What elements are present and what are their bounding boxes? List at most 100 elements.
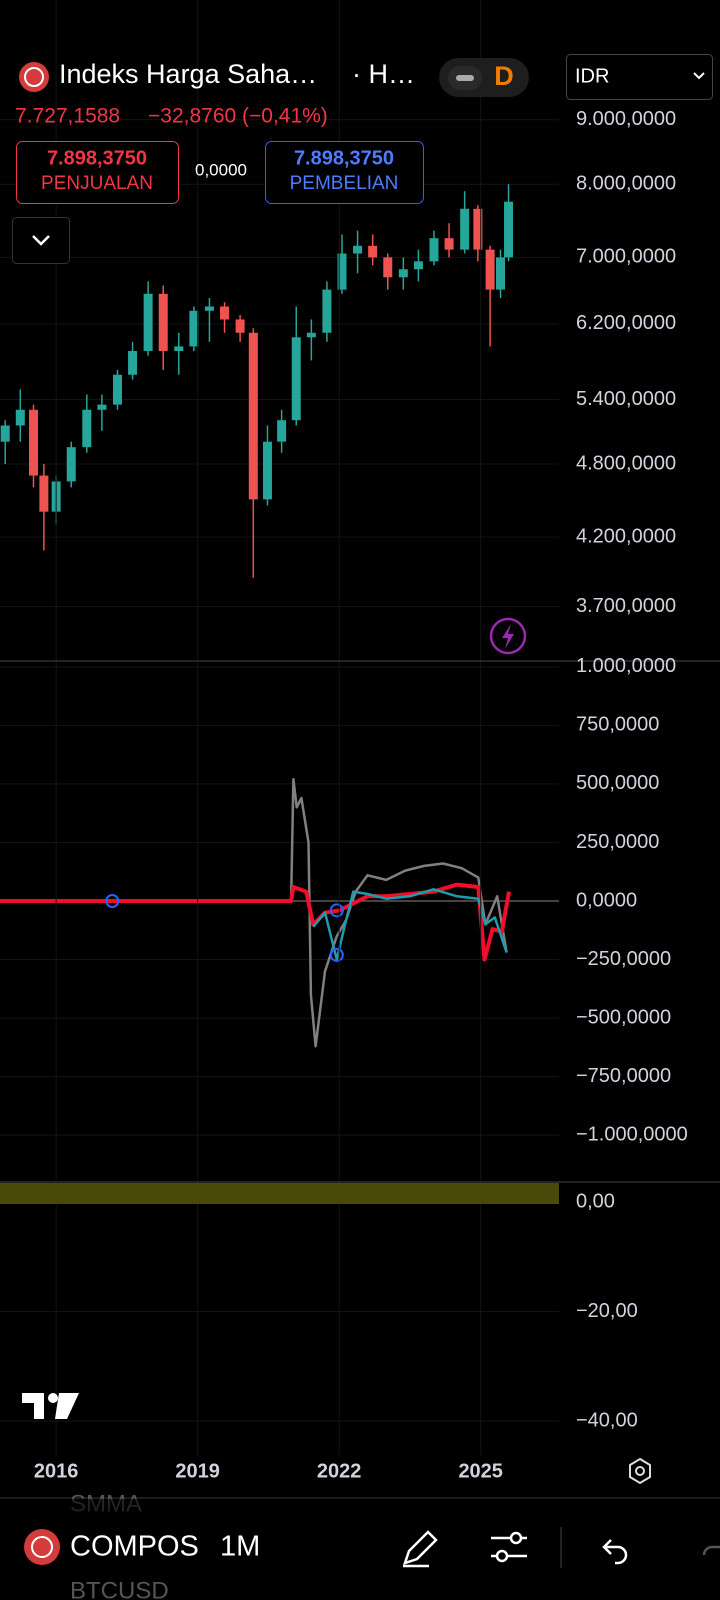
- candle-body: [444, 238, 454, 250]
- y-tick-label: −250,0000: [576, 948, 671, 970]
- candle-body: [413, 261, 423, 270]
- slider-knob: [495, 1549, 509, 1563]
- marker: [329, 947, 344, 962]
- y-tick-label: 0,00: [576, 1191, 615, 1213]
- lightning-icon: [502, 624, 514, 649]
- candle-body: [0, 425, 10, 442]
- y-tick-label: 1.000,0000: [576, 655, 676, 677]
- candle-body: [248, 332, 258, 500]
- symbol-title[interactable]: Indeks Harga Saha…: [59, 59, 317, 89]
- y-tick-label: 250,0000: [576, 831, 659, 853]
- y-tick-label: 4.800,0000: [576, 452, 676, 474]
- candle-body: [368, 245, 378, 258]
- lower-band: [0, 1183, 559, 1204]
- price-change: −32,8760 (−0,41%): [148, 105, 328, 128]
- candle-body: [174, 346, 184, 352]
- candle-body: [112, 374, 122, 405]
- settings-button[interactable]: [629, 1457, 651, 1485]
- spread: 0,0000: [195, 160, 247, 179]
- candle-body: [220, 306, 230, 320]
- candle-body: [485, 249, 495, 290]
- y-tick-label: −750,0000: [576, 1065, 671, 1087]
- x-tick-label: 2016: [34, 1460, 79, 1482]
- plots: [0, 0, 559, 1455]
- candle-body: [383, 257, 393, 278]
- symbol-icon: [19, 62, 49, 92]
- candle-body: [337, 253, 347, 290]
- x-tick-label: 2022: [317, 1460, 362, 1482]
- candle-body: [82, 409, 92, 448]
- draw-button[interactable]: [403, 1530, 438, 1568]
- undo-button[interactable]: [602, 1539, 628, 1565]
- candle-body: [15, 409, 25, 426]
- chevron-down: [32, 235, 50, 246]
- last-price: 7.727,1588: [15, 105, 120, 128]
- y-tick-label: 5.400,0000: [576, 388, 676, 410]
- toolbar: [0, 1499, 720, 1600]
- candle-body: [28, 409, 38, 476]
- logo-part: [55, 1393, 79, 1419]
- y-tick-label: 7.000,0000: [576, 246, 676, 268]
- candle-body: [353, 245, 363, 254]
- redo-button[interactable]: [702, 1545, 720, 1556]
- candle-body: [204, 306, 214, 311]
- toolbar-symbol[interactable]: COMPOS: [70, 1531, 199, 1563]
- interval-badge[interactable]: D: [494, 61, 514, 91]
- sell-label: PENJUALAN: [41, 173, 153, 194]
- candle-body: [473, 208, 483, 250]
- minus-icon: [456, 75, 474, 81]
- buy-label: PEMBELIAN: [290, 173, 399, 194]
- y-tick-label: 6.200,0000: [576, 312, 676, 334]
- candle-body: [128, 351, 138, 375]
- candle-body: [262, 441, 272, 500]
- x-tick-label: 2025: [458, 1460, 503, 1482]
- candle-body: [97, 404, 107, 410]
- slider-knob: [509, 1531, 523, 1545]
- candle-body: [143, 293, 153, 352]
- exchange: · H…: [352, 59, 415, 89]
- candle-body: [429, 238, 439, 262]
- buy-button[interactable]: [265, 141, 424, 204]
- toolbar-below: BTCUSD: [70, 1577, 169, 1600]
- y-tick-label: −20,00: [576, 1300, 638, 1322]
- y-tick-label: 4.200,0000: [576, 525, 676, 547]
- candle-body: [460, 208, 470, 250]
- x-tick-label: 2019: [175, 1460, 220, 1482]
- candle-body: [39, 475, 49, 512]
- candle-body: [496, 257, 506, 290]
- candle-body: [277, 420, 287, 442]
- marker: [329, 903, 344, 918]
- logo-part: [48, 1393, 58, 1403]
- toolbar-symbol-mark: [31, 1536, 53, 1558]
- y-tick-label: −500,0000: [576, 1006, 671, 1028]
- currency: IDR: [575, 65, 609, 87]
- candle-body: [189, 310, 199, 347]
- sell-price: 7.898,3750: [47, 147, 147, 169]
- logo-part: [22, 1393, 44, 1419]
- candle-body: [66, 447, 76, 482]
- symbol-icon-mark: [24, 67, 44, 87]
- y-tick-label: 0,0000: [576, 889, 637, 911]
- y-tick-label: −40,00: [576, 1409, 638, 1431]
- candle-body: [398, 269, 408, 278]
- y-tick-label: −1.000,0000: [576, 1123, 688, 1145]
- marker: [105, 894, 120, 909]
- sell-button[interactable]: [16, 141, 179, 204]
- candle-body: [306, 332, 316, 338]
- toolbar-symbol-icon: [24, 1529, 60, 1565]
- indicator-line: [312, 888, 508, 961]
- currency-select[interactable]: [566, 54, 713, 100]
- candle-body: [291, 337, 301, 421]
- settings-icon: [635, 1466, 645, 1476]
- toolbar-interval[interactable]: 1M: [220, 1531, 260, 1563]
- y-tick-label: 750,0000: [576, 714, 659, 736]
- dropdown-chevron: [693, 72, 705, 80]
- y-tick-label: 9.000,0000: [576, 108, 676, 130]
- candle-body: [235, 319, 245, 333]
- collapse-button[interactable]: [12, 217, 70, 264]
- y-tick-label: 500,0000: [576, 772, 659, 794]
- candle-body: [322, 289, 332, 333]
- candle-body: [158, 293, 168, 352]
